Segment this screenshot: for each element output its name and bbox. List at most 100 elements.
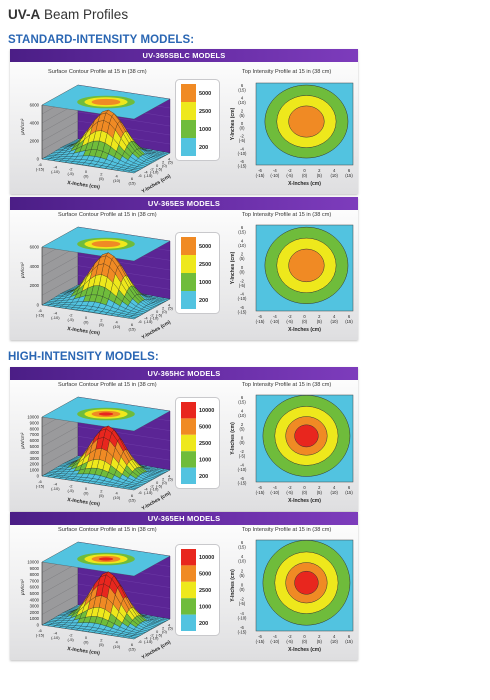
x-tick-label: -2 <box>288 634 292 639</box>
x-tick-label: 2 <box>318 314 321 319</box>
surface-plot: 1000090008000700060005000400030002000100… <box>20 396 174 510</box>
panel-uv365hc: UV-365HC MODELS Surface Contour Profile … <box>10 367 358 511</box>
lid-contour <box>98 557 114 561</box>
z-tick-label: 2000 <box>30 462 40 467</box>
x-tick-label-cm: (10) <box>113 495 121 500</box>
y-tick-label: -4 <box>240 463 244 468</box>
legend-swatch <box>181 402 196 419</box>
z-tick-label: 10000 <box>27 415 39 420</box>
y-tick-label-cm: (10) <box>238 100 246 105</box>
y-tick-label-cm: (-15) <box>144 639 153 644</box>
title-text: Beam Profiles <box>44 7 129 22</box>
y-tick-label-cm: (-15) <box>238 164 247 169</box>
x-tick-label-cm: (-10) <box>270 490 279 495</box>
x-axis-label: X-Inches (cm) <box>288 647 321 653</box>
z-tick-label: 7000 <box>30 578 40 583</box>
y-tick-label-cm: (5) <box>239 256 245 261</box>
x-axis-label: X-Inches (cm) <box>288 181 321 187</box>
y-axis-label: Y-Inches (cm) <box>230 107 236 140</box>
y-tick-label: -4 <box>144 487 148 492</box>
x-tick-label-cm: (15) <box>345 173 353 178</box>
y-tick-label: -6 <box>138 639 142 644</box>
x-tick-label: 2 <box>318 485 321 490</box>
legend-label: 5000 <box>199 91 211 97</box>
panel-heading: UV-365HC MODELS <box>10 367 358 380</box>
wall-gridline <box>41 436 79 457</box>
y-tick-label: 4 <box>168 473 171 478</box>
x-tick-label: 0 <box>85 169 88 174</box>
x-tick-label-cm: (0) <box>302 639 308 644</box>
y-tick-label-cm: (-5) <box>156 632 163 637</box>
x-tick-label: 2 <box>318 168 321 173</box>
x-tick-label-cm: (10) <box>330 490 338 495</box>
y-tick-label: -4 <box>144 316 148 321</box>
x-tick-label-cm: (10) <box>330 639 338 644</box>
x-tick-label: 6 <box>131 642 134 647</box>
legend-swatch <box>181 614 196 631</box>
y-tick-label: -2 <box>240 449 244 454</box>
x-tick-label: -4 <box>54 630 58 635</box>
z-tick-label: 0 <box>37 474 40 479</box>
y-tick-label-cm: (5) <box>168 477 174 482</box>
z-tick-label: 10000 <box>27 560 39 565</box>
x-tick-label-cm: (-10) <box>51 315 60 320</box>
y-tick-label: -6 <box>138 490 142 495</box>
legend-swatch <box>181 549 196 566</box>
y-tick-label: 6 <box>241 395 244 400</box>
x-tick-label: -6 <box>258 485 262 490</box>
x-tick-label: 0 <box>303 314 306 319</box>
intensity-legend: 5000 2500 1000 200 <box>175 79 220 161</box>
contour-ring <box>288 248 325 283</box>
legend-swatch <box>181 581 196 599</box>
x-tick-label: -4 <box>54 164 58 169</box>
x-tick-label-cm: (-15) <box>36 167 45 172</box>
y-tick-label-cm: (10) <box>238 559 246 564</box>
x-tick-label-cm: (5) <box>317 490 323 495</box>
legend-label: 2500 <box>199 109 211 115</box>
legend-label: 1000 <box>199 457 211 463</box>
x-tick-label: -6 <box>258 314 262 319</box>
x-tick-label-cm: (10) <box>113 644 121 649</box>
y-tick-label: 2 <box>241 252 244 257</box>
y-tick-label: 0 <box>156 480 159 485</box>
legend-swatch <box>181 102 196 120</box>
z-tick-label: 0 <box>37 623 40 628</box>
legend-label: 5000 <box>199 244 211 250</box>
y-tick-label: -4 <box>240 292 244 297</box>
x-tick-label-cm: (-15) <box>36 484 45 489</box>
y-tick-label: 6 <box>241 540 244 545</box>
x-tick-label: 0 <box>85 635 88 640</box>
legend-swatch <box>181 598 196 615</box>
y-tick-label: 4 <box>241 96 244 101</box>
x-tick-label: -6 <box>38 308 42 313</box>
y-tick-label: 0 <box>241 436 244 441</box>
lid-contour <box>98 412 114 416</box>
y-tick-label-cm: (15) <box>238 88 246 93</box>
x-tick-label: 4 <box>116 174 119 179</box>
lid-contour <box>91 240 121 248</box>
top-intensity-map: 6(15)4(10)2(5)0(0)-2(-5)-4(-10)-6(-15)-6… <box>230 394 353 504</box>
y-tick-label: -4 <box>240 611 244 616</box>
z-tick-label: 4000 <box>30 450 40 455</box>
lid-contour <box>91 98 121 106</box>
y-tick-label-cm: (-10) <box>238 615 247 620</box>
surface-cell <box>127 636 137 640</box>
x-tick-label: 6 <box>348 634 351 639</box>
y-tick-label: 0 <box>156 629 159 634</box>
x-tick-label-cm: (10) <box>330 173 338 178</box>
panel-heading: UV-365SBLC MODELS <box>10 49 358 62</box>
z-tick-label: 6000 <box>30 438 40 443</box>
surface-contour-title: Surface Contour Profile at 15 in (38 cm) <box>48 69 147 75</box>
x-tick-label: 2 <box>100 317 103 322</box>
legend-swatch <box>181 237 196 255</box>
z-tick-label: 2000 <box>30 283 40 288</box>
y-tick-label: -2 <box>240 597 244 602</box>
wall-gridline <box>41 275 79 296</box>
x-tick-label: 6 <box>131 322 134 327</box>
y-tick-label: -6 <box>138 319 142 324</box>
x-tick-label-cm: (15) <box>345 319 353 324</box>
x-tick-label-cm: (-10) <box>270 319 279 324</box>
y-tick-label: -2 <box>150 483 154 488</box>
y-tick-label-cm: (0) <box>239 440 245 445</box>
legend-swatch <box>181 291 196 309</box>
